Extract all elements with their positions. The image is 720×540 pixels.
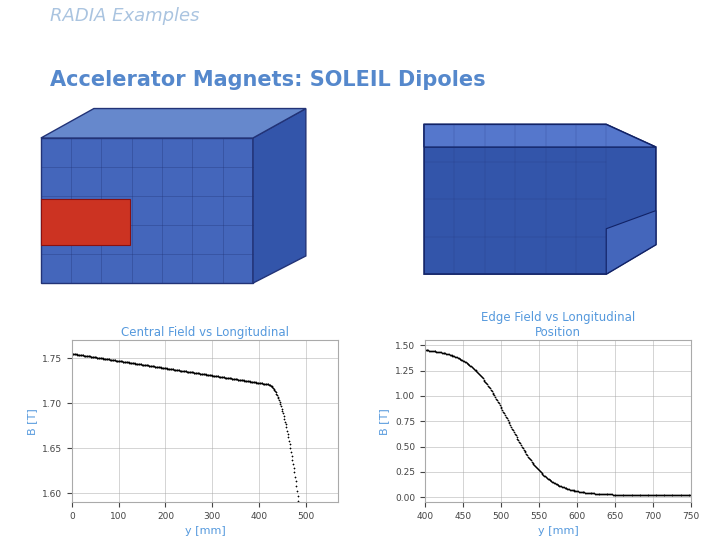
Y-axis label: B [T]: B [T] (379, 408, 390, 435)
Polygon shape (606, 211, 656, 274)
Title: Edge Field vs Longitudinal
Position: Edge Field vs Longitudinal Position (481, 311, 635, 339)
Polygon shape (253, 109, 306, 283)
Polygon shape (41, 138, 253, 283)
X-axis label: y [mm]: y [mm] (538, 526, 578, 536)
X-axis label: y [mm]: y [mm] (185, 526, 225, 536)
Polygon shape (424, 124, 656, 147)
Polygon shape (41, 199, 130, 245)
Title: Central Field vs Longitudinal: Central Field vs Longitudinal (121, 326, 289, 339)
Y-axis label: B [T]: B [T] (27, 408, 37, 435)
Polygon shape (424, 124, 656, 274)
Text: Accelerator Magnets: SOLEIL Dipoles: Accelerator Magnets: SOLEIL Dipoles (50, 70, 486, 90)
Text: RADIA Examples: RADIA Examples (50, 8, 200, 25)
Polygon shape (41, 109, 306, 138)
